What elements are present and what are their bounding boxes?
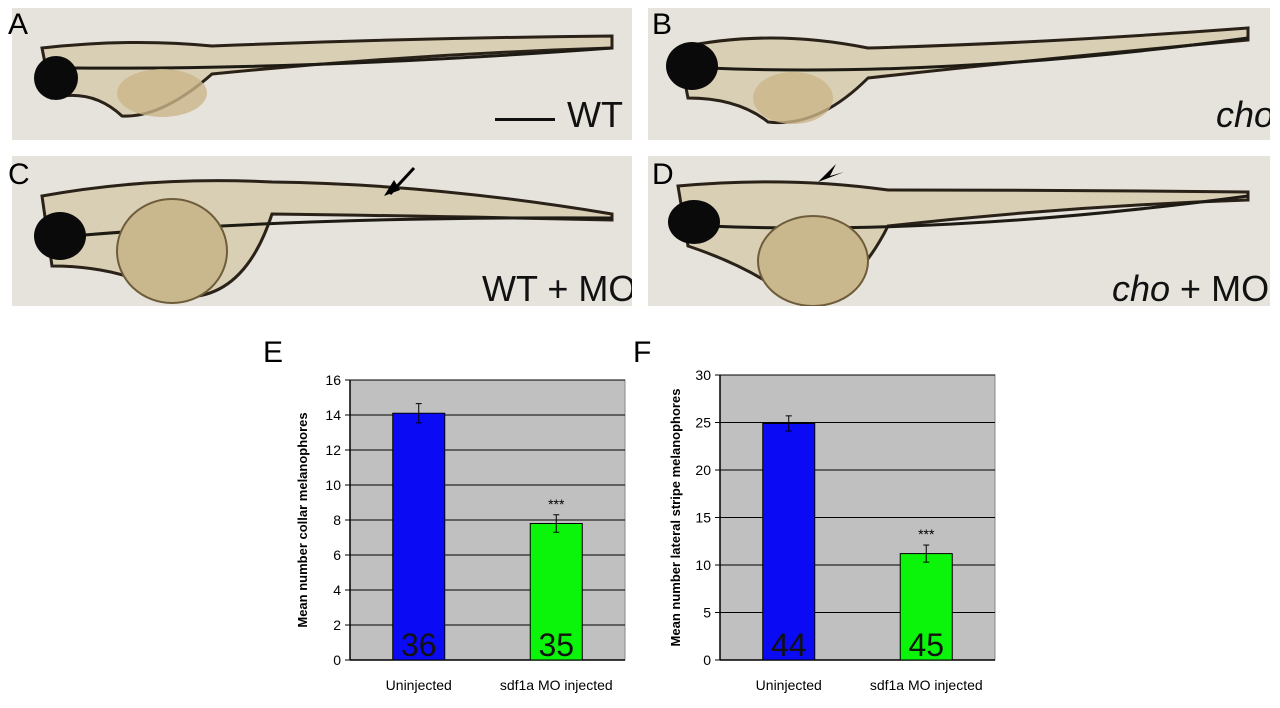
larva-image-wt-mo	[34, 166, 614, 304]
sample-size-label: 35	[538, 627, 574, 663]
y-tick-label: 25	[695, 415, 711, 431]
x-category-label: Uninjected	[756, 677, 822, 693]
photo-panel-c: WT + MO	[12, 156, 632, 306]
y-tick-label: 10	[325, 477, 341, 493]
y-tick-label: 10	[695, 557, 711, 573]
photo-panel-d: cho + MO	[648, 156, 1270, 306]
genotype-label: WT	[567, 94, 623, 135]
panel-letter: E	[263, 336, 283, 369]
genotype-label: cho	[1216, 94, 1270, 135]
y-tick-label: 5	[703, 605, 711, 621]
x-category-label: sdf1a MO injected	[500, 677, 613, 693]
y-tick-label: 30	[695, 367, 711, 383]
y-tick-label: 15	[695, 510, 711, 526]
photo-panel-b: cho	[648, 8, 1270, 140]
y-tick-label: 2	[333, 617, 341, 633]
x-category-label: Uninjected	[386, 677, 452, 693]
bar	[392, 412, 446, 661]
panel-letter-b: B	[652, 8, 673, 41]
y-axis-label: Mean number lateral stripe melanophores	[668, 389, 683, 647]
chart-panel-f: F 0 5 10 15 20 25 30 44 Uninjected *** 45 sdf1a MO i…	[625, 320, 1005, 705]
genotype-label: WT + MO	[482, 268, 632, 306]
panel-letter-d: D	[652, 158, 674, 191]
scale-bar	[495, 118, 555, 121]
bar-chart-svg: F 0 5 10 15 20 25 30 44 Uninjected *** 45 sdf1a MO i…	[633, 336, 996, 693]
bar	[899, 553, 953, 661]
photo-panel-a: WT	[12, 8, 632, 140]
y-tick-label: 16	[325, 372, 341, 388]
significance-label: ***	[548, 496, 565, 512]
larva-image-cho	[666, 26, 1250, 125]
genotype-label: cho + MO	[1112, 268, 1270, 306]
panel-letter-a: A	[8, 8, 29, 41]
y-axis-label: Mean number collar melanophores	[295, 412, 310, 627]
chart-panel-e: E 0 2 4 6 8 10 12 14 16 36 Uninjected *** 35 sdf1a MO …	[255, 320, 635, 705]
x-category-label: sdf1a MO injected	[870, 677, 983, 693]
y-tick-label: 20	[695, 462, 711, 478]
bar	[762, 422, 816, 661]
y-tick-label: 4	[333, 582, 341, 598]
y-tick-label: 8	[333, 512, 341, 528]
panel-letter: F	[633, 336, 651, 369]
bar-chart-svg: E 0 2 4 6 8 10 12 14 16 36 Uninjected *** 35 sdf1a MO …	[263, 336, 626, 693]
sample-size-label: 44	[771, 627, 807, 663]
y-tick-label: 6	[333, 547, 341, 563]
y-tick-label: 12	[325, 442, 341, 458]
y-tick-label: 14	[325, 407, 341, 423]
sample-size-label: 36	[401, 627, 437, 663]
panel-letter-c: C	[8, 158, 30, 191]
larva-image-cho-mo	[668, 164, 1250, 306]
larva-image-wt	[34, 34, 614, 118]
y-tick-label: 0	[333, 652, 341, 668]
sample-size-label: 45	[908, 627, 944, 663]
bar	[529, 523, 583, 661]
significance-label: ***	[918, 526, 935, 542]
y-tick-label: 0	[703, 652, 711, 668]
